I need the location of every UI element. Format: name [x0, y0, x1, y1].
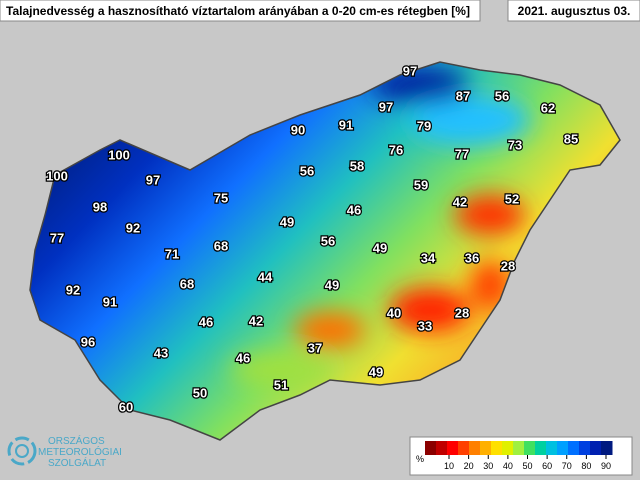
station-value: 100	[46, 168, 68, 183]
station-value: 40	[387, 305, 401, 320]
station-value: 43	[154, 345, 168, 360]
legend-tick-label: 60	[542, 461, 552, 471]
legend-swatch	[535, 441, 547, 455]
station-value: 42	[249, 313, 263, 328]
station-value: 36	[465, 250, 479, 265]
station-value: 97	[146, 172, 160, 187]
station-value: 97	[379, 99, 393, 114]
station-value: 44	[258, 269, 273, 284]
legend-swatch	[601, 441, 613, 455]
legend-swatch	[491, 441, 503, 455]
legend-tick-label: 10	[444, 461, 454, 471]
legend-swatch	[447, 441, 459, 455]
legend-swatch	[502, 441, 514, 455]
legend-tick-label: 30	[483, 461, 493, 471]
station-value: 87	[456, 88, 470, 103]
date-box	[507, 0, 640, 22]
station-value: 33	[418, 318, 432, 333]
station-value: 28	[501, 258, 515, 273]
station-value: 28	[455, 305, 469, 320]
station-value: 49	[280, 214, 294, 229]
legend-swatch	[513, 441, 525, 455]
station-value: 98	[93, 199, 107, 214]
station-value: 92	[126, 220, 140, 235]
station-value: 76	[389, 142, 403, 157]
legend-swatch	[579, 441, 591, 455]
station-value: 60	[119, 399, 133, 414]
station-value: 52	[505, 191, 519, 206]
station-value: 46	[199, 314, 213, 329]
station-value: 77	[50, 230, 64, 245]
legend: 10 20 30 40 50 60 70 80 90	[425, 441, 613, 471]
legend-swatch	[458, 441, 470, 455]
station-value: 56	[321, 233, 335, 248]
station-value: 42	[453, 194, 467, 209]
legend-swatch	[568, 441, 580, 455]
legend-swatch	[480, 441, 492, 455]
station-value: 90	[291, 122, 305, 137]
legend-tick-label: 50	[522, 461, 532, 471]
legend-tick-label: 20	[464, 461, 474, 471]
station-value: 62	[541, 100, 555, 115]
station-value: 92	[66, 282, 80, 297]
station-value: 56	[300, 163, 314, 178]
logo: ORSZÁGOS METEOROLÓGIAI SZOLGÁLAT	[7, 434, 122, 469]
legend-swatch	[436, 441, 448, 455]
station-value: 68	[214, 238, 228, 253]
station-value: 49	[325, 277, 339, 292]
legend-swatch	[425, 441, 437, 455]
station-value: 85	[564, 131, 578, 146]
date: 2021. augusztus 03.	[518, 4, 631, 18]
station-value: 49	[369, 364, 383, 379]
station-value: 91	[339, 117, 353, 132]
station-value: 97	[403, 63, 417, 78]
station-value: 46	[347, 202, 361, 217]
legend-tick-label: 90	[601, 461, 611, 471]
title: Talajnedvesség a hasznosítható víztartal…	[6, 4, 470, 18]
station-value: 77	[455, 146, 469, 161]
station-value: 96	[81, 334, 95, 349]
station-value: 91	[103, 294, 117, 309]
logo-text: SZOLGÁLAT	[48, 456, 106, 469]
legend-swatch	[557, 441, 569, 455]
station-value: 37	[308, 340, 322, 355]
legend-swatch	[469, 441, 481, 455]
station-value: 58	[350, 158, 364, 173]
station-value: 100	[108, 147, 130, 162]
legend-tick-label: 70	[562, 461, 572, 471]
station-value: 68	[180, 276, 194, 291]
station-value: 34	[421, 250, 436, 265]
legend-tick-label: 80	[581, 461, 591, 471]
station-value: 50	[193, 385, 207, 400]
station-labels: 97 87 56 62 97 90 91 79 85 73 77 76 100 100 97 56 58 59 75…	[45, 62, 580, 416]
station-value: 73	[508, 137, 522, 152]
legend-tick-label: 40	[503, 461, 513, 471]
station-value: 59	[414, 177, 428, 192]
logo-text: METEOROLÓGIAI	[38, 445, 122, 458]
station-value: 49	[373, 240, 387, 255]
legend-swatch	[524, 441, 536, 455]
station-value: 51	[274, 377, 288, 392]
station-value: 56	[495, 88, 509, 103]
legend-swatch	[546, 441, 558, 455]
title-box	[0, 0, 481, 22]
station-value: 46	[236, 350, 250, 365]
legend-unit: %	[416, 454, 424, 464]
legend-swatch	[590, 441, 602, 455]
station-value: 71	[165, 246, 179, 261]
logo-text: ORSZÁGOS	[48, 434, 105, 447]
station-value: 75	[214, 190, 228, 205]
station-value: 79	[417, 118, 431, 133]
